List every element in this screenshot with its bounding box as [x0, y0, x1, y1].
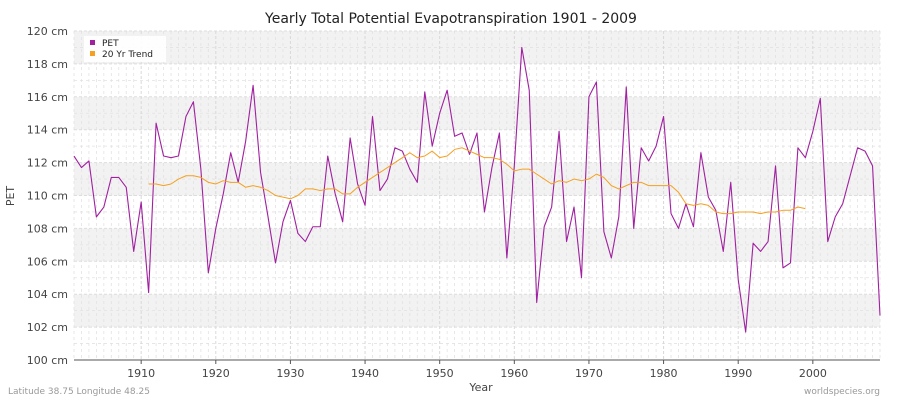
series-layer — [73, 46, 881, 333]
x-tick-label: 1940 — [351, 367, 379, 380]
y-tick-label: 116 cm — [27, 91, 68, 104]
y-tick-label: 118 cm — [27, 58, 68, 71]
x-tick-label: 1970 — [575, 367, 603, 380]
x-tick-label: 1990 — [724, 367, 752, 380]
x-tick-label: 1910 — [127, 367, 155, 380]
x-tick-label: 1920 — [202, 367, 230, 380]
y-axis-label: PET — [4, 186, 17, 207]
x-tick-label: 1980 — [650, 367, 678, 380]
y-tick-label: 100 cm — [27, 354, 68, 367]
legend: PET 20 Yr Trend — [84, 36, 166, 62]
footer-source: worldspecies.org — [804, 387, 880, 397]
y-tick-label: 108 cm — [27, 222, 68, 235]
legend-label-trend: 20 Yr Trend — [102, 50, 153, 60]
legend-swatch-trend — [90, 51, 95, 56]
y-tick-label: 114 cm — [27, 124, 68, 137]
series-line-pet — [73, 46, 881, 333]
series-line-trend — [148, 147, 806, 215]
x-tick-label: 2000 — [799, 367, 827, 380]
y-axis-ticks: 100 cm 102 cm 104 cm 106 cm 108 cm 110 cm 112 … — [27, 25, 68, 367]
legend-swatch-pet — [90, 40, 95, 45]
y-tick-label: 112 cm — [27, 157, 68, 170]
x-axis-label: Year — [468, 381, 493, 394]
y-tick-label: 110 cm — [27, 190, 68, 203]
x-tick-label: 1950 — [426, 367, 454, 380]
x-axis-ticks: 1910 1920 1930 1940 1950 1960 1970 1980 1990 2000 — [127, 360, 827, 380]
legend-box — [84, 36, 166, 62]
y-tick-label: 106 cm — [27, 255, 68, 268]
y-tick-label: 104 cm — [27, 288, 68, 301]
y-tick-label: 120 cm — [27, 25, 68, 38]
y-tick-label: 102 cm — [27, 321, 68, 334]
x-tick-label: 1960 — [500, 367, 528, 380]
legend-label-pet: PET — [102, 39, 119, 49]
chart-title: Yearly Total Potential Evapotranspiratio… — [264, 11, 637, 27]
x-tick-label: 1930 — [276, 367, 304, 380]
footer-location: Latitude 38.75 Longitude 48.25 — [8, 387, 150, 397]
